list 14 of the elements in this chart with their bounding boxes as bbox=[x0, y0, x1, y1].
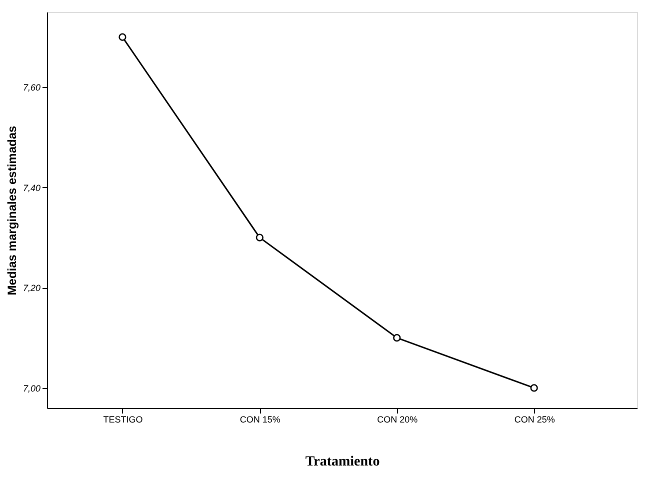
x-axis-title: Tratamiento bbox=[305, 454, 380, 470]
y-tick-label: 7,20 bbox=[22, 283, 40, 294]
x-tick-label: TESTIGO bbox=[103, 414, 143, 424]
y-axis-title: Medias marginales estimadas bbox=[4, 125, 19, 296]
y-tick-label: 7,60 bbox=[22, 82, 40, 93]
point bbox=[530, 384, 538, 392]
x-tick-label: CON 25% bbox=[514, 414, 555, 424]
point bbox=[256, 234, 264, 242]
point bbox=[393, 334, 401, 342]
y-tick-label: 7,40 bbox=[22, 182, 40, 193]
y-tick-label: 7,00 bbox=[22, 383, 40, 394]
point bbox=[118, 33, 126, 41]
x-tick-label: CON 15% bbox=[240, 414, 280, 424]
x-tick-label: CON 20% bbox=[377, 414, 418, 424]
